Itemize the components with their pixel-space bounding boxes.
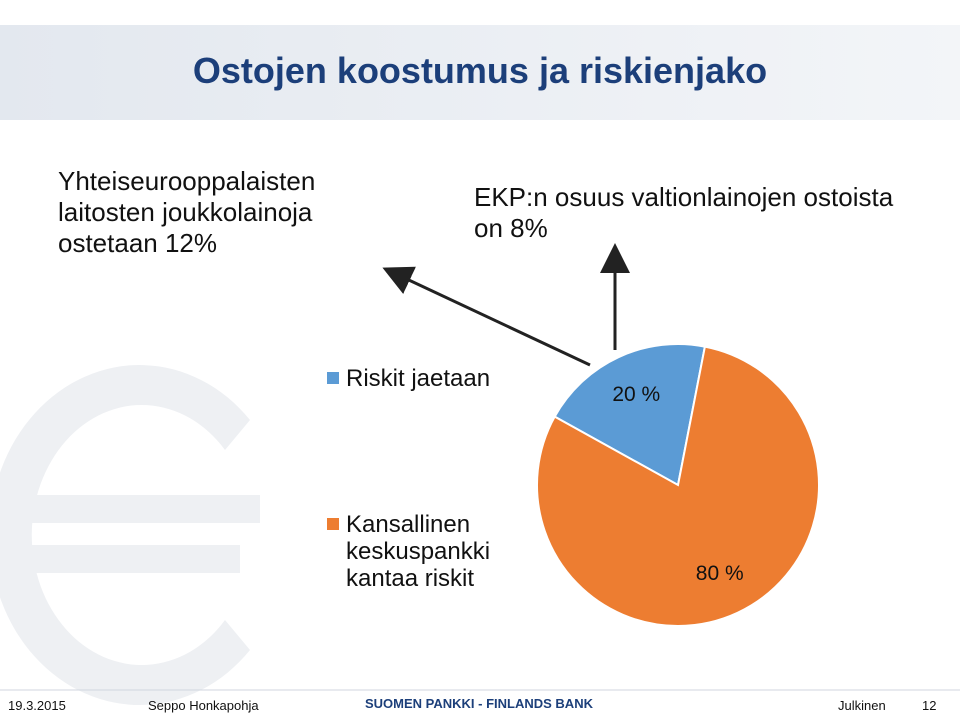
annotation: EKP:n osuus valtionlainojen ostoista on …	[474, 182, 894, 243]
footer-date: 19.3.2015	[8, 698, 66, 713]
annotation: Yhteiseurooppalaisten laitosten joukkola…	[58, 166, 316, 258]
data-label: 20 %	[612, 383, 660, 406]
legend-label: Kansallinen keskuspankki kantaa riskit	[346, 511, 491, 592]
legend-label: Riskit jaetaan	[346, 365, 491, 392]
euro-watermark	[0, 495, 260, 523]
euro-watermark	[0, 545, 240, 573]
footer-page: 12	[922, 698, 937, 713]
footer-author: Seppo Honkapohja	[148, 698, 259, 713]
legend-marker	[327, 372, 339, 384]
euro-watermark	[0, 365, 250, 705]
footer-organization: SUOMEN PANKKI - FINLANDS BANK	[365, 696, 593, 711]
pie-slice	[553, 343, 707, 487]
pie-slice	[536, 345, 820, 627]
header-band	[0, 25, 960, 120]
legend-marker	[327, 518, 339, 530]
arrow	[382, 266, 591, 367]
data-label: 80 %	[696, 562, 744, 585]
pie: 20 % 80 %	[536, 343, 820, 627]
footer-classification: Julkinen	[838, 698, 886, 713]
slide-title: Ostojen koostumus ja riskienjako	[192, 50, 768, 91]
